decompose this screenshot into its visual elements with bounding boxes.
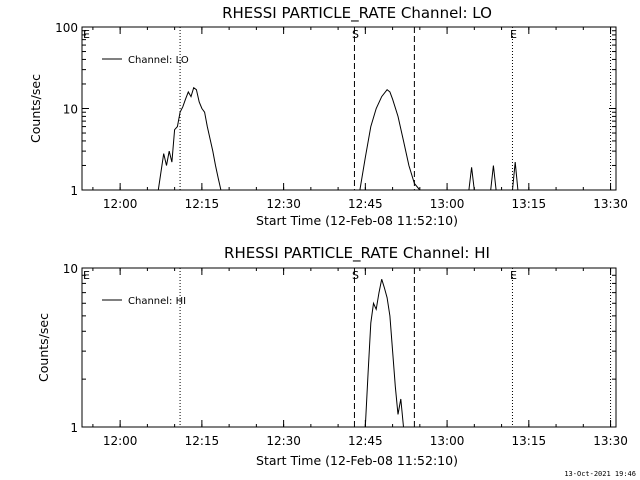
x-tick-label: 12:15 — [185, 197, 220, 211]
event-marker-label: E — [510, 28, 517, 41]
x-tick-label: 12:30 — [266, 434, 301, 448]
series-line — [364, 279, 404, 428]
event-marker-label: E — [83, 269, 90, 282]
plot-frame — [81, 267, 617, 428]
y-tick-label: 10 — [63, 103, 78, 117]
event-marker-label: S — [352, 28, 359, 41]
x-tick-label: 12:30 — [266, 197, 301, 211]
x-tick-label: 12:00 — [103, 434, 138, 448]
y-tick-label: 1 — [70, 184, 78, 198]
event-marker-label: S — [352, 269, 359, 282]
chart-title: RHESSI PARTICLE_RATE Channel: LO — [222, 4, 492, 23]
y-tick-label: 100 — [55, 21, 78, 35]
event-marker-label: E — [510, 269, 517, 282]
x-tick-label: 13:30 — [593, 434, 628, 448]
x-axis-label: Start Time (12-Feb-08 11:52:10) — [256, 453, 458, 468]
event-marker-label: E — [83, 28, 90, 41]
x-axis-label: Start Time (12-Feb-08 11:52:10) — [256, 213, 458, 228]
x-tick-label: 13:00 — [430, 434, 465, 448]
chart-title: RHESSI PARTICLE_RATE Channel: HI — [224, 244, 490, 263]
x-tick-label: 12:45 — [348, 197, 383, 211]
x-tick-label: 13:00 — [430, 197, 465, 211]
legend-label: Channel: HI — [128, 296, 186, 307]
x-tick-label: 13:15 — [512, 197, 547, 211]
y-axis-label: Counts/sec — [36, 313, 51, 382]
y-axis-label: Counts/sec — [28, 74, 43, 143]
y-tick-label: 1 — [70, 421, 78, 435]
x-tick-label: 13:15 — [512, 434, 547, 448]
legend-label: Channel: LO — [128, 55, 189, 66]
timestamp: 13-Oct-2021 19:46 — [564, 470, 636, 478]
x-tick-label: 12:15 — [185, 434, 220, 448]
series-line — [157, 86, 521, 191]
x-tick-label: 12:00 — [103, 197, 138, 211]
x-tick-label: 12:45 — [348, 434, 383, 448]
y-tick-label: 10 — [63, 262, 78, 276]
x-tick-label: 13:30 — [593, 197, 628, 211]
